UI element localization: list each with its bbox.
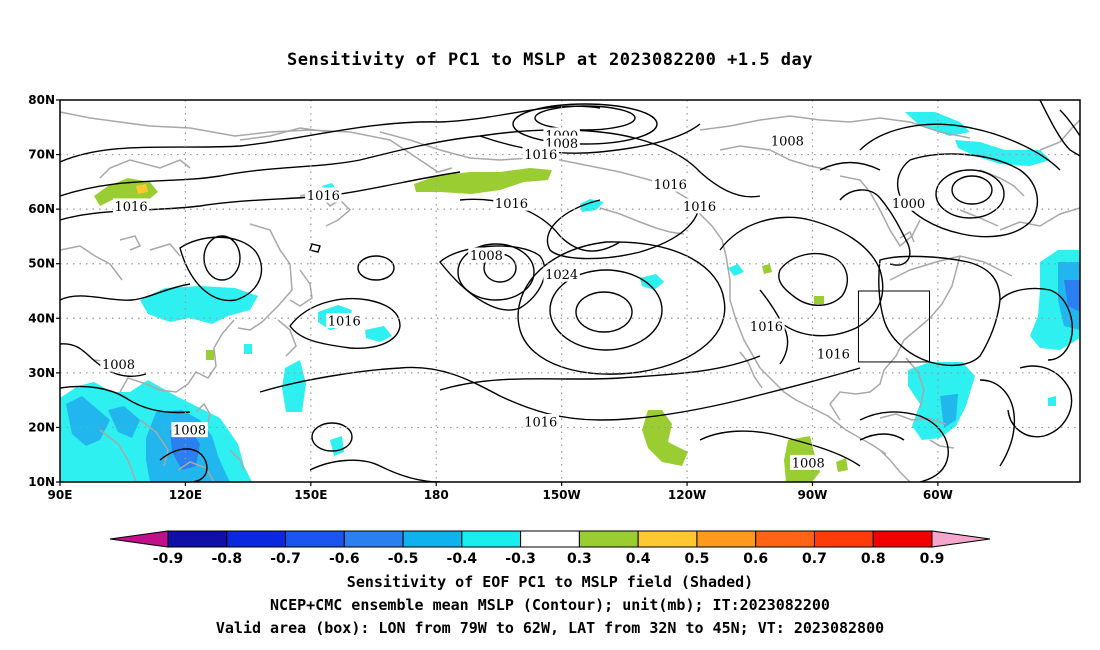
colorbar-label: 0.9 — [920, 551, 945, 567]
contour-label-bg — [652, 176, 689, 192]
coastlines — [60, 111, 1080, 482]
lat-tick-label: 70N — [28, 148, 55, 162]
colorbar-swatch — [872, 530, 933, 548]
footer-line-3: Valid area (box): LON from 79W to 62W, L… — [215, 619, 885, 637]
lat-tick-label: 50N — [28, 257, 55, 271]
colorbar-label: -0.4 — [447, 551, 478, 567]
lon-tick-label: 120E — [169, 488, 202, 502]
contour-label: 1016 — [328, 315, 361, 330]
lon-tick-label: 150E — [294, 488, 327, 502]
colorbar-swatch — [755, 530, 815, 548]
contour-label: 1008 — [102, 358, 135, 373]
contour-label: 1008 — [173, 424, 206, 439]
colorbar-label: 0.8 — [861, 551, 886, 567]
contour-label: 1016 — [495, 197, 528, 212]
footer-line-2: NCEP+CMC ensemble mean MSLP (Contour); u… — [270, 596, 830, 614]
lon-tick-label: 90E — [48, 488, 73, 502]
contour-label: 1008 — [792, 456, 825, 471]
contour-label-bg — [171, 422, 208, 438]
lon-tick-label: 180 — [424, 488, 449, 502]
colorbar-swatch — [461, 530, 522, 548]
contour-label-group: 1000100810161008101610161016101610161000… — [100, 127, 927, 471]
contour-label-bg — [112, 198, 150, 214]
colorbar-label: 0.3 — [567, 551, 592, 567]
contour-label-bg — [815, 345, 852, 361]
colorbar-swatch — [226, 530, 287, 548]
contour-label-bg — [681, 198, 718, 214]
colorbar-label: 0.5 — [685, 551, 710, 567]
latitude-ticks: 80N 70N 60N 50N 40N 30N 20N 10N — [28, 93, 60, 489]
colorbar-swatch — [285, 530, 345, 548]
contour-label-bg — [305, 187, 342, 203]
longitude-ticks: 90E 120E 150E 180 150W 120W 90W 60W — [48, 482, 953, 502]
contour-label-bg — [748, 318, 785, 334]
contour-label: 1016 — [524, 148, 557, 163]
colorbar: -0.9 -0.8 -0.7 -0.6 -0.5 -0.4 -0.3 0.3 0.4 0.5 0.6… — [109, 530, 991, 567]
colorbar-label: 0.6 — [743, 551, 768, 567]
colorbar-label: -0.7 — [270, 551, 301, 567]
colorbar-swatch — [578, 530, 639, 548]
colorbar-swatch — [167, 530, 228, 548]
lat-tick-label: 30N — [28, 366, 55, 380]
colorbar-swatch — [813, 530, 874, 548]
colorbar-swatch — [520, 530, 580, 548]
map-title: Sensitivity of PC1 to MSLP at 2023082200… — [286, 50, 813, 70]
lat-lon-grid — [60, 100, 1080, 482]
contour-label: 1008 — [771, 134, 804, 149]
map-frame — [59, 99, 1081, 483]
contour-label: 1016 — [307, 189, 340, 204]
contour-label-bg — [790, 454, 827, 470]
contour-label-bg — [890, 195, 927, 211]
contour-label-bg — [522, 413, 559, 429]
colorbar-label: 0.7 — [802, 551, 827, 567]
lat-tick-label: 60N — [28, 202, 55, 216]
colorbar-swatch — [696, 530, 757, 548]
colorbar-low-arrow — [109, 530, 169, 548]
contour-label-bg — [543, 266, 580, 282]
contour-label-bg — [769, 132, 806, 148]
colorbar-label: -0.8 — [211, 551, 242, 567]
colorbar-label: -0.5 — [388, 551, 419, 567]
colorbar-label: -0.6 — [329, 551, 360, 567]
lat-tick-label: 20N — [28, 420, 55, 434]
colorbar-swatch — [402, 530, 463, 548]
contour-label: 1016 — [683, 200, 716, 215]
colorbar-label: -0.3 — [505, 551, 536, 567]
contour-label: 1016 — [524, 415, 557, 430]
contour-label-bg — [493, 195, 530, 211]
colorbar-high-arrow — [931, 530, 991, 548]
contour-label: 1016 — [750, 320, 783, 335]
contour-label: 1024 — [545, 268, 578, 283]
lon-tick-label: 120W — [668, 488, 706, 502]
contour-label: 1016 — [115, 200, 148, 215]
contour-label-bg — [522, 146, 559, 162]
footer-line-1: Sensitivity of EOF PC1 to MSLP field (Sh… — [346, 573, 754, 591]
colorbar-label: -0.9 — [153, 551, 184, 567]
lat-tick-label: 80N — [28, 93, 55, 107]
contour-label-bg — [100, 356, 137, 372]
contour-label-bg — [326, 313, 363, 329]
colorbar-swatch — [343, 530, 404, 548]
colorbar-swatch — [637, 530, 698, 548]
lon-tick-label: 150W — [542, 488, 580, 502]
lon-tick-label: 90W — [797, 488, 827, 502]
contour-label-bg — [468, 247, 505, 263]
shading-positive-orange — [136, 184, 148, 194]
valid-area-box — [857, 290, 931, 363]
lat-tick-label: 10N — [28, 475, 55, 489]
colorbar-label: 0.4 — [626, 551, 651, 567]
lon-tick-label: 60W — [923, 488, 953, 502]
contour-label: 1000 — [892, 197, 925, 212]
lat-tick-label: 40N — [28, 311, 55, 325]
contour-label: 1008 — [470, 249, 503, 264]
contour-label: 1016 — [817, 347, 850, 362]
contour-label: 1016 — [654, 178, 687, 193]
